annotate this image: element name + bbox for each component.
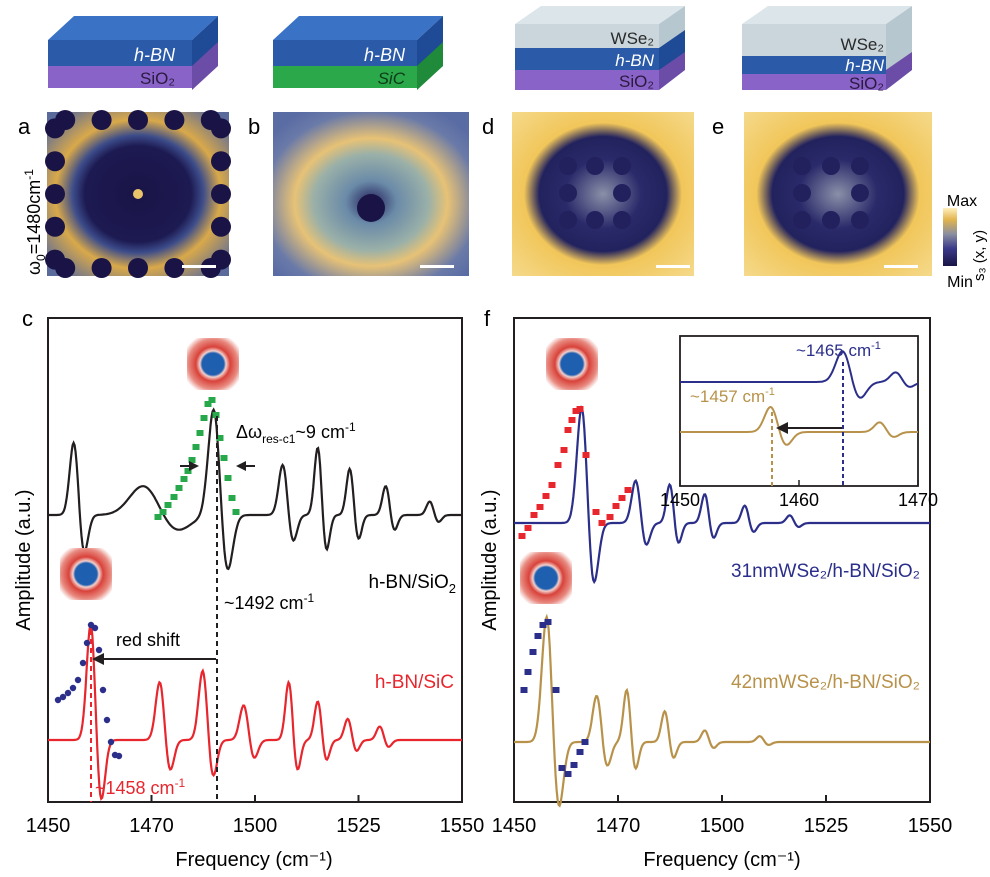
map-b xyxy=(273,112,469,276)
schematic-label: h-BN xyxy=(615,51,654,70)
panel-label-f: f xyxy=(484,306,491,331)
scale-bar xyxy=(420,265,454,268)
label-31nm: 31nmWSe₂/h-BN/SiO₂ xyxy=(731,561,920,582)
panel-label-c: c xyxy=(22,306,33,331)
label-hbn-sic: h-BN/SiC xyxy=(375,672,454,693)
series-31nm xyxy=(514,405,930,585)
inset-label-1457: ~1457 cm-1 xyxy=(690,386,775,406)
mode-image-c1 xyxy=(187,338,239,390)
xlabel-c: Frequency (cm⁻¹) xyxy=(175,849,332,871)
series-42nm xyxy=(514,613,930,808)
mode-image-f2 xyxy=(520,552,572,604)
x-tick-label: 1525 xyxy=(804,815,849,837)
ylabel-f: Amplitude (a.u.) xyxy=(479,489,501,630)
inset-frame xyxy=(679,335,919,487)
map-d xyxy=(512,112,694,276)
chart-f: 1450 1470 1500 1525 1550 31nmWSe₂/h-BN/SiO₂ … xyxy=(479,317,953,871)
colorbar-max: Max xyxy=(947,193,977,210)
series-hbn-sio2 xyxy=(48,407,462,571)
inset-series-31nm xyxy=(680,350,919,399)
schematic-label: SiO₂ xyxy=(619,72,654,91)
schematic-label: WSe₂ xyxy=(611,29,654,48)
scale-bar xyxy=(884,265,918,268)
ylabel-c: Amplitude (a.u.) xyxy=(13,489,35,630)
schematic-label: SiC xyxy=(378,69,406,88)
omega-label: ω0=1480cm-1 xyxy=(22,169,48,275)
schematic-label: SiO₂ xyxy=(849,74,884,93)
schematic-wse2-42: WSe₂ h-BN SiO₂ xyxy=(742,6,912,93)
mode-image-f1 xyxy=(546,338,598,390)
schematic-label: WSe₂ xyxy=(841,35,884,54)
panel-label-e: e xyxy=(712,114,724,139)
inset-x-tick-label: 1450 xyxy=(660,490,700,510)
panel-label-d: d xyxy=(482,114,494,139)
inset-label-1465: ~1465 cm-1 xyxy=(796,340,881,360)
annotation-1458: ~1458 cm-1 xyxy=(95,776,186,798)
map-e xyxy=(744,112,932,276)
inset-series-42nm xyxy=(680,405,918,446)
annotation-1492: ~1492 cm-1 xyxy=(224,591,315,613)
x-tick-label: 1550 xyxy=(440,815,485,837)
inset-x-tick-label: 1460 xyxy=(779,490,819,510)
schematic-hbn-sic: h-BN SiC xyxy=(273,16,443,90)
chart-c: 1450 1470 1500 1525 1550 Δωres-c1~9 cm-1 ~14… xyxy=(13,317,485,871)
x-tick-label: 1550 xyxy=(908,815,953,837)
schematic-wse2-31: WSe₂ h-BN SiO₂ xyxy=(515,6,685,91)
x-tick-label: 1500 xyxy=(700,815,745,837)
xlabel-f: Frequency (cm⁻¹) xyxy=(643,849,800,871)
redshift-label: red shift xyxy=(116,630,180,650)
x-tick-label: 1450 xyxy=(492,815,537,837)
scale-bar xyxy=(182,265,216,268)
colorbar: Max Min s₃ (x, y) xyxy=(943,193,988,291)
delta-omega-annotation: Δωres-c1~9 cm-1 xyxy=(236,420,356,446)
colorbar-min: Min xyxy=(947,274,973,291)
mode-image-c2 xyxy=(60,548,112,600)
inset-chart: ~1465 cm-1 ~1457 cm-1 1450 1460 1470 xyxy=(660,335,938,510)
schematic-label: h-BN xyxy=(364,45,406,65)
x-tick-label: 1525 xyxy=(336,815,381,837)
label-hbn-sio2: h-BN/SiO2 xyxy=(369,572,456,596)
colorbar-label: s₃ (x, y) xyxy=(971,230,988,281)
x-tick-label: 1470 xyxy=(129,815,174,837)
schematic-label: SiO₂ xyxy=(140,69,175,88)
map-a xyxy=(45,110,231,278)
schematic-label: h-BN xyxy=(134,45,176,65)
x-tick-label: 1470 xyxy=(596,815,641,837)
series-hbn-sic xyxy=(48,621,462,801)
inset-x-tick-label: 1470 xyxy=(898,490,938,510)
x-tick-label: 1500 xyxy=(233,815,278,837)
x-tick-label: 1450 xyxy=(26,815,71,837)
schematic-hbn-sio2: h-BN SiO₂ xyxy=(48,16,218,90)
scale-bar xyxy=(656,265,690,268)
label-42nm: 42nmWSe₂/h-BN/SiO₂ xyxy=(731,672,920,693)
panel-label-b: b xyxy=(248,114,260,139)
panel-label-a: a xyxy=(18,114,31,139)
schematic-label: h-BN xyxy=(845,56,884,75)
